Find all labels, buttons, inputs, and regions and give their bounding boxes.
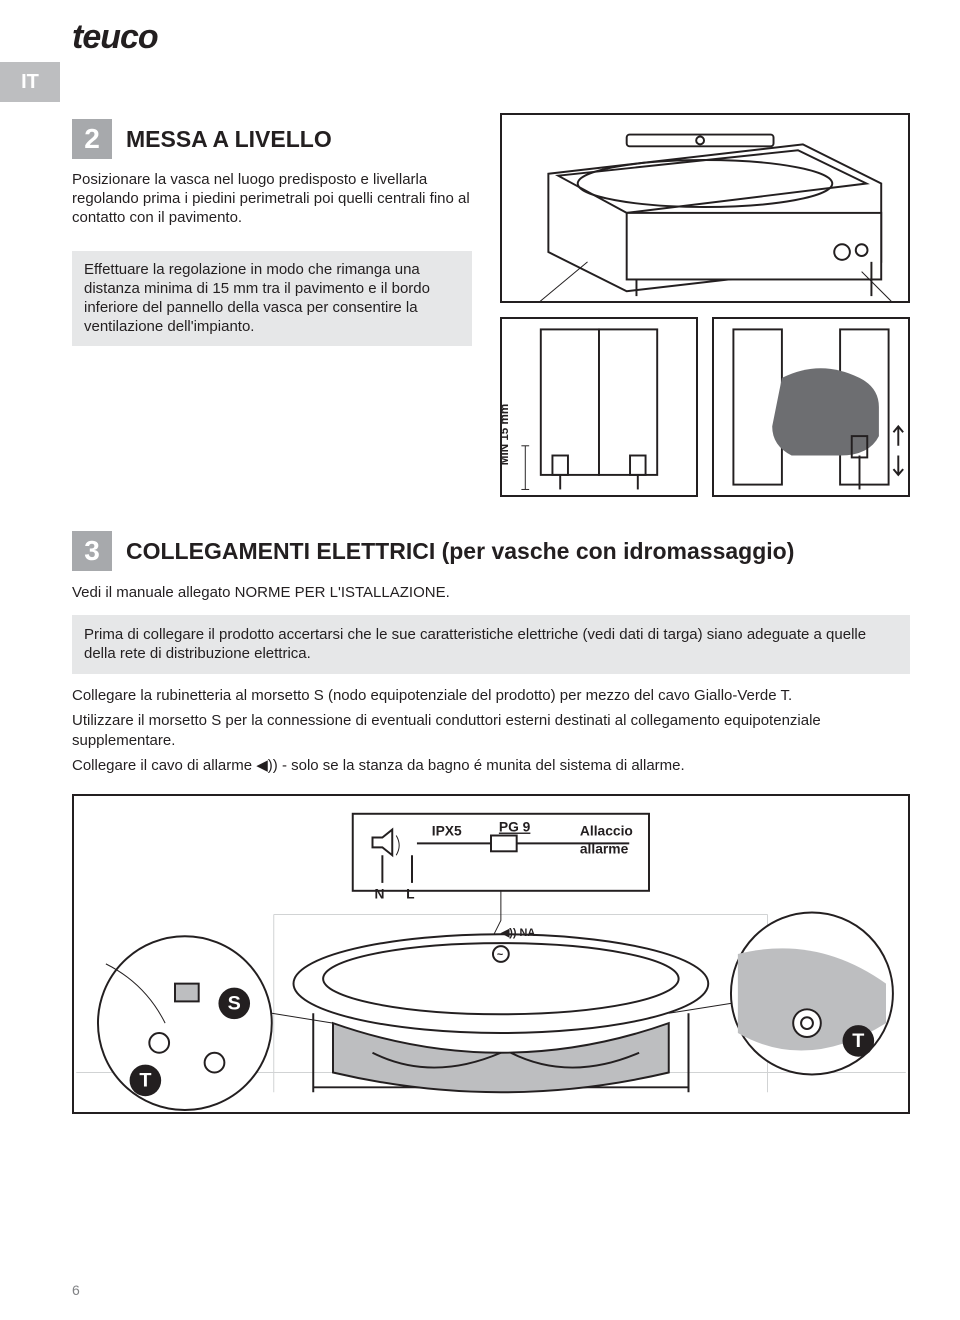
svg-text:N: N — [374, 885, 384, 901]
step3-subtitle: Vedi il manuale allegato NORME PER L'IST… — [72, 583, 910, 603]
brand-logo: teuco — [72, 18, 158, 57]
svg-text:L: L — [406, 885, 415, 901]
figure-foot-clearance: MIN 15 mm — [500, 317, 698, 497]
svg-text:◀)) NA: ◀)) NA — [500, 927, 535, 939]
step3-para1: Collegare la rubinetteria al morsetto S … — [72, 686, 910, 706]
step3-title: COLLEGAMENTI ELETTRICI (per vasche con i… — [126, 531, 794, 571]
step2-number: 2 — [72, 119, 112, 159]
step3-number: 3 — [72, 531, 112, 571]
step3-note: Prima di collegare il prodotto accertars… — [72, 615, 910, 674]
figure-electrical: N L IPX5 PG 9 Allaccio allarme — [72, 794, 910, 1114]
page-number: 6 — [72, 1282, 80, 1298]
step2-title: MESSA A LIVELLO — [126, 119, 332, 159]
figure-foot-adjust-hand — [712, 317, 910, 497]
figure-leveling-tub — [500, 113, 910, 303]
language-tab: IT — [0, 62, 60, 102]
svg-text:T: T — [852, 1029, 864, 1051]
svg-text:T: T — [139, 1069, 151, 1091]
svg-text:IPX5: IPX5 — [432, 822, 462, 838]
step2-intro: Posizionare la vasca nel luogo predispos… — [72, 171, 472, 227]
step3-para3: Collegare il cavo di allarme ◀)) - solo … — [72, 756, 910, 776]
svg-text:allarme: allarme — [580, 840, 629, 856]
svg-text:PG 9: PG 9 — [499, 818, 531, 834]
step3-para2: Utilizzare il morsetto S per la connessi… — [72, 711, 910, 750]
svg-text:S: S — [228, 992, 241, 1014]
step3-paragraphs: Collegare la rubinetteria al morsetto S … — [72, 686, 910, 776]
svg-text:~: ~ — [497, 948, 503, 960]
svg-text:Allaccio: Allaccio — [580, 822, 633, 838]
alarm-inline-icon: ◀)) — [256, 757, 278, 774]
svg-text:MIN 15 mm: MIN 15 mm — [502, 404, 511, 465]
step2-note: Effettuare la regolazione in modo che ri… — [72, 251, 472, 346]
